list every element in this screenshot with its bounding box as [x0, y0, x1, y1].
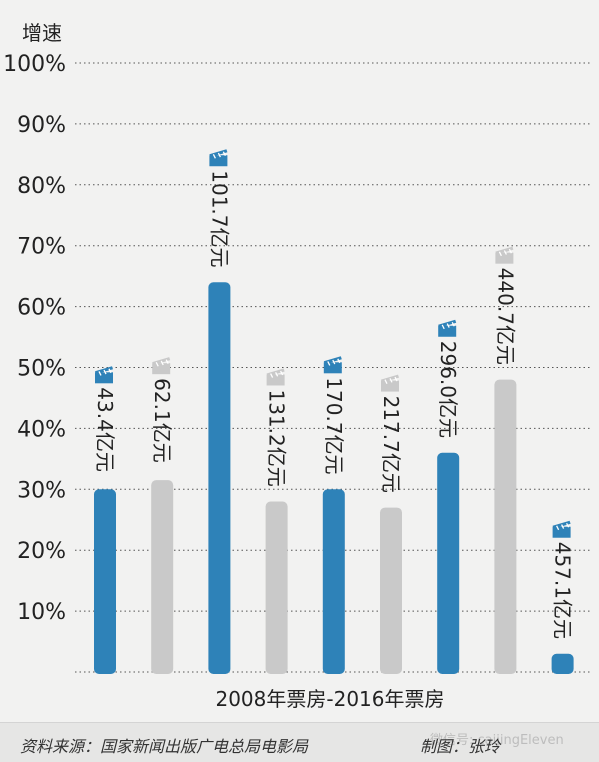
bar — [322, 489, 345, 674]
bar — [208, 282, 231, 674]
author-note: 制图：张玲 — [420, 737, 501, 756]
clapperboard-icon — [266, 368, 285, 386]
bar-value-label: 43.4亿元 — [93, 387, 117, 472]
y-tick-label: 50% — [17, 357, 66, 382]
clapperboard-icon — [209, 149, 228, 167]
bar — [151, 480, 174, 674]
chart-footer: 微信号: caijingEleven 资料来源：国家新闻出版广电总局电影局 制图… — [0, 722, 599, 762]
y-axis-label: 增速 — [22, 21, 62, 45]
bar-value-label: 457.1亿元 — [551, 542, 575, 639]
y-tick-label: 60% — [17, 296, 66, 321]
bar-value-label: 101.7亿元 — [207, 170, 231, 267]
y-tick-label: 20% — [17, 539, 66, 564]
bar-value-label: 170.7亿元 — [322, 377, 346, 474]
bar — [94, 489, 116, 674]
clapperboard-icon — [381, 374, 399, 392]
bar-value-label: 440.7亿元 — [493, 268, 517, 365]
clapperboard-icon — [323, 356, 342, 374]
clapperboard-icon — [495, 246, 514, 264]
bar — [437, 452, 460, 674]
clapperboard-icon — [552, 520, 571, 538]
clapperboard-icon — [438, 319, 457, 337]
y-tick-label: 10% — [17, 600, 66, 625]
bar — [551, 653, 574, 674]
y-tick-label: 100% — [3, 52, 66, 77]
watermark: 微信号: caijingEleven — [430, 733, 564, 748]
clapperboard-icon — [152, 357, 171, 375]
bar — [265, 501, 288, 674]
bar-value-label: 217.7亿元 — [379, 396, 403, 493]
y-tick-label: 70% — [17, 235, 66, 260]
y-tick-label: 80% — [17, 174, 66, 199]
y-tick-label: 30% — [17, 478, 66, 503]
clapperboard-icon — [95, 366, 113, 384]
bar-value-label: 131.2亿元 — [265, 389, 289, 486]
bar-value-label: 62.1亿元 — [150, 378, 174, 463]
source-note: 资料来源：国家新闻出版广电总局电影局 — [20, 737, 309, 756]
y-tick-label: 90% — [17, 113, 66, 138]
bar-chart: 增速 10% 20% 30% 40% 50% 60% 70% 80% 90% 100% 43.4亿元 6… — [3, 21, 592, 711]
y-tick-label: 40% — [17, 417, 66, 442]
bar-value-label: 296.0亿元 — [436, 341, 460, 438]
bar — [380, 507, 402, 674]
bar — [494, 379, 517, 674]
x-axis-label: 2008年票房-2016年票房 — [215, 687, 444, 711]
